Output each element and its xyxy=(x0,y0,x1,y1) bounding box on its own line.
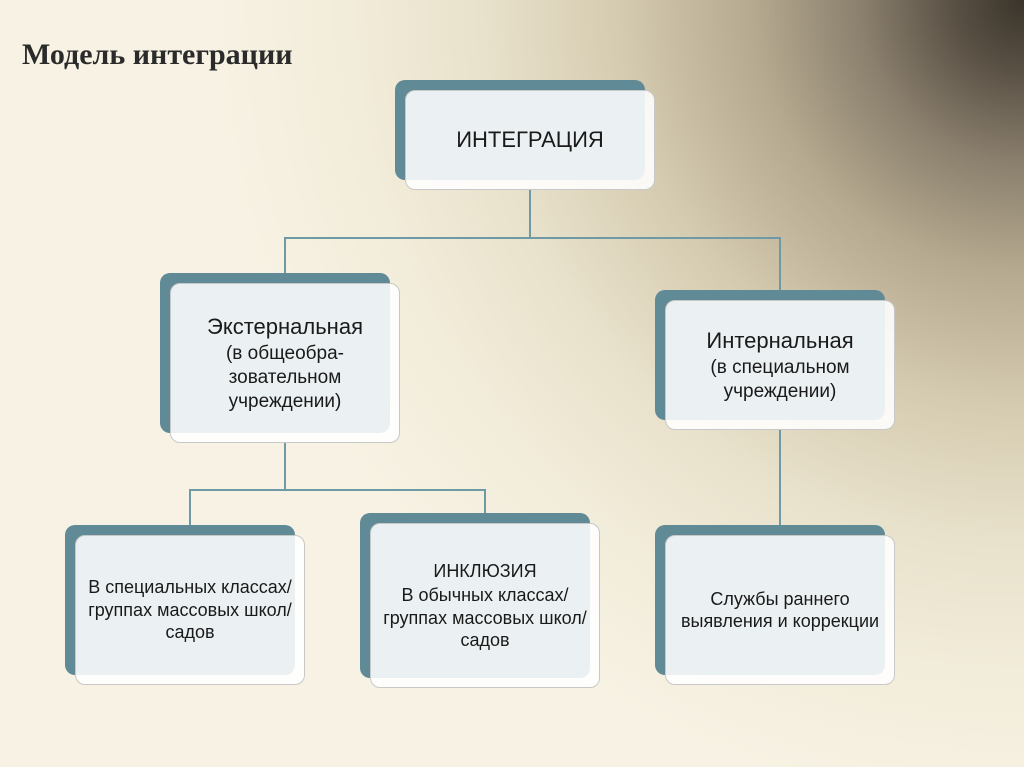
connector-extern-special xyxy=(190,443,285,525)
node-inclusion-text: ИНКЛЮЗИЯ xyxy=(433,560,536,583)
node-services-text: Службы раннего выявления и коррекции xyxy=(678,588,882,633)
node-intern-subtext: (в специальном учреждении) xyxy=(678,356,882,404)
node-extern-subtext: (в общеобра-зовательном учреждении) xyxy=(183,342,387,413)
node-intern-text: Интернальная xyxy=(706,327,853,355)
connector-root-extern xyxy=(285,190,530,273)
node-intern: Интернальная(в специальном учреждении) xyxy=(665,300,895,430)
slide-title: Модель интеграции xyxy=(22,38,293,72)
node-inclusion: ИНКЛЮЗИЯВ обычных классах/группах массов… xyxy=(370,523,600,688)
connector-extern-inclusion xyxy=(285,443,485,513)
node-services: Службы раннего выявления и коррекции xyxy=(665,535,895,685)
node-special-text: В специальных классах/группах массовых ш… xyxy=(88,576,292,644)
node-root: ИНТЕГРАЦИЯ xyxy=(405,90,655,190)
node-special: В специальных классах/группах массовых ш… xyxy=(75,535,305,685)
node-root-text: ИНТЕГРАЦИЯ xyxy=(456,126,604,154)
node-inclusion-subtext: В обычных классах/группах массовых школ/… xyxy=(383,584,587,652)
connector-root-intern xyxy=(530,190,780,290)
node-extern-text: Экстернальная xyxy=(207,313,363,341)
node-extern: Экстернальная(в общеобра-зовательном учр… xyxy=(170,283,400,443)
